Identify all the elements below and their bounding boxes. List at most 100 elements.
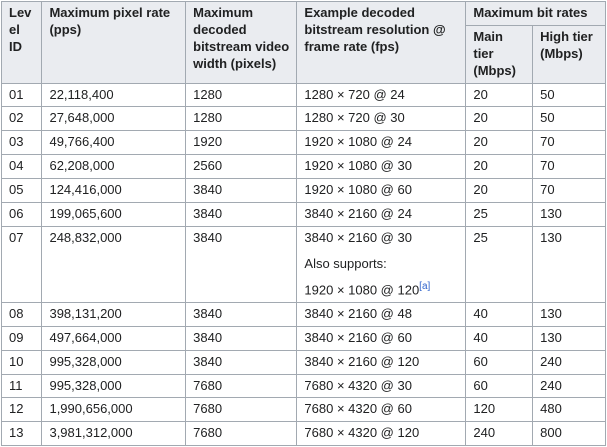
example-line: 3840 × 2160 @ 24 xyxy=(304,206,412,222)
header-main-tier: Main tier (Mbps) xyxy=(465,24,534,84)
video-width-cell: 1280 xyxy=(185,82,298,108)
level-id-cell: 01 xyxy=(0,82,43,108)
example-line: 3840 × 2160 @ 30 xyxy=(304,229,412,245)
high-tier-cell: 240 xyxy=(532,349,606,375)
high-tier-cell: 50 xyxy=(532,82,606,108)
level-id-cell: 08 xyxy=(0,301,43,327)
main-tier-cell: 25 xyxy=(465,202,534,227)
high-tier-cell: 70 xyxy=(532,130,606,156)
pixel-rate-cell: 199,065,600 xyxy=(41,202,187,227)
example-line: 1920 × 1080 @ 30 xyxy=(304,158,412,174)
video-width-cell: 3840 xyxy=(185,178,298,204)
main-tier-cell: 240 xyxy=(465,421,534,447)
level-id-cell: 09 xyxy=(0,325,43,351)
table-row: 07 248,832,000 3840 3840 × 2160 @ 30 Also su… xyxy=(0,225,606,303)
example-resolution-cell: 1920 × 1080 @ 60 xyxy=(296,178,467,204)
table-row: 01 22,118,400 1280 1280 × 720 @ 24 20 50 xyxy=(0,82,606,108)
pixel-rate-cell: 22,118,400 xyxy=(41,82,187,108)
example-resolution-cell: 3840 × 2160 @ 24 xyxy=(296,202,467,227)
main-tier-cell: 120 xyxy=(465,397,534,423)
high-tier-cell: 130 xyxy=(532,325,606,351)
video-width-cell: 3840 xyxy=(185,225,298,303)
pixel-rate-cell: 3,981,312,000 xyxy=(41,421,187,447)
level-id-cell: 10 xyxy=(0,349,43,375)
high-tier-cell: 800 xyxy=(532,421,606,447)
high-tier-cell: 130 xyxy=(532,202,606,227)
pixel-rate-cell: 49,766,400 xyxy=(41,130,187,156)
level-id-cell: 13 xyxy=(0,421,43,447)
high-tier-cell: 130 xyxy=(532,301,606,327)
video-width-cell: 7680 xyxy=(185,421,298,447)
example-resolution-cell: 7680 × 4320 @ 120 xyxy=(296,421,467,447)
high-tier-cell: 130 xyxy=(532,225,606,303)
example-resolution-cell: 1920 × 1080 @ 30 xyxy=(296,154,467,180)
level-id-cell: 11 xyxy=(0,373,43,399)
example-line: 3840 × 2160 @ 120 xyxy=(304,353,420,369)
level-id-cell: 07 xyxy=(0,225,43,303)
table-row: 03 49,766,400 1920 1920 × 1080 @ 24 20 70 xyxy=(0,130,606,156)
video-width-cell: 3840 xyxy=(185,202,298,227)
pixel-rate-cell: 995,328,000 xyxy=(41,373,187,399)
main-tier-cell: 20 xyxy=(465,130,534,156)
table-row: 11 995,328,000 7680 7680 × 4320 @ 30 60 240 xyxy=(0,373,606,399)
pixel-rate-cell: 124,416,000 xyxy=(41,178,187,204)
example-line: 3840 × 2160 @ 48 xyxy=(304,305,412,321)
example-line: 3840 × 2160 @ 60 xyxy=(304,329,412,345)
header-max-bit-rates: Maximum bit rates xyxy=(465,1,606,26)
header-row-1: Level ID Maximum pixel rate (pps) Maximu… xyxy=(0,1,606,84)
video-width-cell: 3840 xyxy=(185,301,298,327)
high-tier-cell: 70 xyxy=(532,178,606,204)
example-line: 1920 × 1080 @ 120[a] xyxy=(304,280,431,298)
main-tier-cell: 20 xyxy=(465,82,534,108)
pixel-rate-cell: 62,208,000 xyxy=(41,154,187,180)
example-line: 7680 × 4320 @ 30 xyxy=(304,377,412,393)
high-tier-cell: 50 xyxy=(532,106,606,132)
example-resolution-cell: 3840 × 2160 @ 120 xyxy=(296,349,467,375)
table-row: 09 497,664,000 3840 3840 × 2160 @ 60 40 130 xyxy=(0,325,606,351)
pixel-rate-cell: 995,328,000 xyxy=(41,349,187,375)
pixel-rate-cell: 497,664,000 xyxy=(41,325,187,351)
table-header: Level ID Maximum pixel rate (pps) Maximu… xyxy=(0,1,606,84)
table-row: 02 27,648,000 1280 1280 × 720 @ 30 20 50 xyxy=(0,106,606,132)
example-resolution-cell: 7680 × 4320 @ 30 xyxy=(296,373,467,399)
main-tier-cell: 40 xyxy=(465,301,534,327)
video-width-cell: 3840 xyxy=(185,325,298,351)
header-row-2: Main tier (Mbps) High tier (Mbps) xyxy=(2,24,606,84)
video-width-cell: 1920 xyxy=(185,130,298,156)
video-width-cell: 2560 xyxy=(185,154,298,180)
header-high-tier: High tier (Mbps) xyxy=(532,24,606,84)
main-tier-cell: 60 xyxy=(465,349,534,375)
header-level-id: Level ID xyxy=(0,1,43,84)
pixel-rate-cell: 1,990,656,000 xyxy=(41,397,187,423)
video-width-cell: 7680 xyxy=(185,373,298,399)
main-tier-cell: 20 xyxy=(465,154,534,180)
example-resolution-cell: 1280 × 720 @ 24 xyxy=(296,82,467,108)
example-line: Also supports: xyxy=(304,255,387,271)
example-resolution-cell: 1920 × 1080 @ 24 xyxy=(296,130,467,156)
example-line: 1280 × 720 @ 24 xyxy=(304,86,405,102)
level-id-cell: 04 xyxy=(0,154,43,180)
example-line: 1280 × 720 @ 30 xyxy=(304,110,405,126)
example-line: 7680 × 4320 @ 120 xyxy=(304,425,420,441)
main-tier-cell: 60 xyxy=(465,373,534,399)
pixel-rate-cell: 398,131,200 xyxy=(41,301,187,327)
video-width-cell: 3840 xyxy=(185,349,298,375)
main-tier-cell: 20 xyxy=(465,106,534,132)
pixel-rate-cell: 248,832,000 xyxy=(41,225,187,303)
header-max-decoded-width: Maximum decoded bitstream video width (p… xyxy=(185,1,298,84)
table-row: 04 62,208,000 2560 1920 × 1080 @ 30 20 70 xyxy=(0,154,606,180)
footnote-a-link[interactable]: [a] xyxy=(419,280,431,292)
level-id-cell: 02 xyxy=(0,106,43,132)
example-resolution-cell: 3840 × 2160 @ 30 Also supports: 1920 × 108… xyxy=(296,225,467,303)
high-tier-cell: 480 xyxy=(532,397,606,423)
example-line: 7680 × 4320 @ 60 xyxy=(304,401,412,417)
pixel-rate-cell: 27,648,000 xyxy=(41,106,187,132)
example-resolution-cell: 3840 × 2160 @ 48 xyxy=(296,301,467,327)
high-tier-cell: 70 xyxy=(532,154,606,180)
header-example-resolution: Example decoded bitstream resolution @ f… xyxy=(296,1,467,84)
level-id-cell: 12 xyxy=(0,397,43,423)
table-row: 12 1,990,656,000 7680 7680 × 4320 @ 60 120 48… xyxy=(0,397,606,423)
level-id-cell: 05 xyxy=(0,178,43,204)
